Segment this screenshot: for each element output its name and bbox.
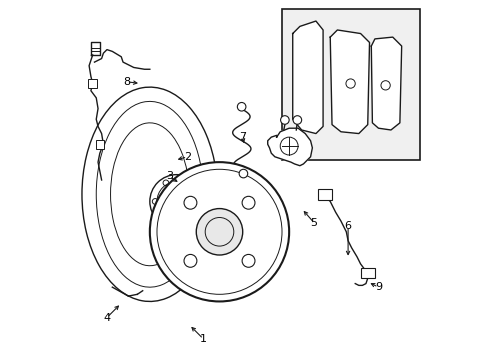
Circle shape xyxy=(239,169,247,178)
Text: 5: 5 xyxy=(310,218,317,228)
Bar xyxy=(95,140,104,149)
Bar xyxy=(282,9,419,160)
Text: 9: 9 xyxy=(374,282,381,292)
Text: 1: 1 xyxy=(200,334,206,344)
Text: 2: 2 xyxy=(183,152,190,162)
Circle shape xyxy=(183,255,197,267)
Bar xyxy=(88,79,97,88)
Polygon shape xyxy=(292,21,323,134)
Circle shape xyxy=(149,162,288,301)
Circle shape xyxy=(196,208,242,255)
Bar xyxy=(360,267,374,278)
Polygon shape xyxy=(267,128,312,166)
Text: 8: 8 xyxy=(123,77,130,87)
Circle shape xyxy=(149,175,203,228)
Text: 6: 6 xyxy=(344,221,351,231)
Text: 3: 3 xyxy=(165,171,173,181)
Circle shape xyxy=(292,116,301,124)
Text: 7: 7 xyxy=(239,132,246,142)
Text: 4: 4 xyxy=(103,312,110,323)
Circle shape xyxy=(242,196,254,209)
Circle shape xyxy=(183,196,197,209)
Circle shape xyxy=(280,116,288,124)
Polygon shape xyxy=(370,37,401,130)
Bar xyxy=(317,189,331,200)
Circle shape xyxy=(237,103,245,111)
Circle shape xyxy=(164,189,189,214)
Polygon shape xyxy=(329,30,369,134)
Circle shape xyxy=(242,255,254,267)
